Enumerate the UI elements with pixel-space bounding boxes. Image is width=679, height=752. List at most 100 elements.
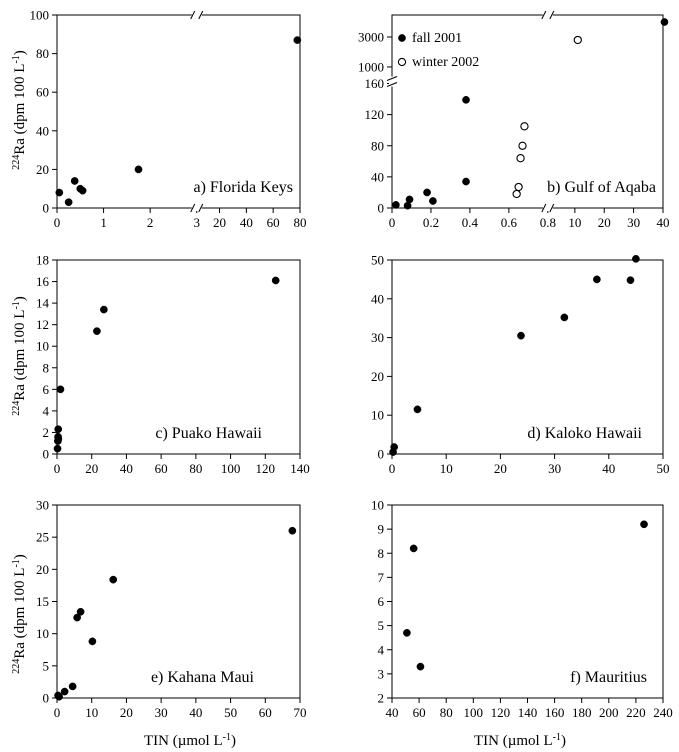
x-tick-label: 60 [259, 705, 272, 720]
x-tick-label: 60 [413, 705, 426, 720]
data-point [409, 544, 418, 553]
plot-frame [56, 259, 301, 455]
x-axis-break-mark [541, 203, 547, 213]
y-tick-label: 100 [30, 8, 50, 23]
data-point [560, 313, 569, 322]
y-tick-label: 0 [378, 201, 385, 216]
x-axis-break-mark [549, 203, 555, 213]
x-axis-break-gap [191, 12, 202, 18]
x-axis-break-mark [190, 203, 196, 213]
x-tick-label: 50 [224, 705, 237, 720]
x-tick-label: 140 [290, 461, 310, 476]
data-point [403, 629, 411, 637]
x-tick-label: 0.4 [462, 215, 479, 230]
data-point [64, 198, 73, 207]
x-tick-label: 3 [193, 215, 200, 230]
x-axis-break-mark [541, 10, 547, 20]
x-tick-label: 0 [389, 461, 396, 476]
x-axis-break-mark [549, 10, 555, 20]
x-tick-label: 40 [602, 461, 615, 476]
data-point [68, 682, 77, 691]
y-tick-label: 20 [36, 562, 49, 577]
y-tick-label: 6 [378, 594, 385, 609]
y-tick-label: 160 [365, 76, 385, 91]
y-axis-break-mark [386, 76, 398, 81]
x-axis-break-mark [198, 10, 204, 20]
data-point [392, 201, 400, 209]
y-tick-label: 2 [43, 425, 50, 440]
legend-label: fall 2001 [412, 31, 462, 46]
y-tick-label: 30 [36, 498, 49, 513]
x-axis-label-right: TIN (µmol L-1) [474, 732, 566, 749]
x-tick-label: 40 [657, 215, 670, 230]
y-tick-label: 20 [371, 369, 384, 384]
data-point-open [516, 154, 525, 163]
x-tick-label: 40 [386, 705, 399, 720]
y-tick-label: 80 [36, 46, 49, 61]
panel-c-puako-hawaii: 0 20 40 60 80 100 120 140 0 2 4 6 8 10 12 14 16 18 c) Puak… [36, 253, 310, 477]
y-tick-label: 25 [36, 530, 49, 545]
data-point [53, 444, 62, 453]
data-point [462, 96, 470, 104]
y-tick-label: 4 [43, 403, 50, 418]
y-tick-label: 6 [43, 382, 50, 397]
x-tick-label: 80 [440, 705, 453, 720]
y-tick-label: 16 [36, 274, 50, 289]
panel-title: c) Puako Hawaii [155, 425, 262, 442]
data-point [88, 637, 97, 646]
y-axis-label-row2: 224Ra (dpm 100 L-1) [11, 296, 28, 416]
x-tick-label: 40 [240, 215, 253, 230]
data-point [54, 435, 63, 443]
x-tick-label: 240 [653, 705, 673, 720]
data-point [93, 327, 101, 335]
panel-e-kahana-maui: 0 10 20 30 40 50 60 70 0 5 10 15 20 25 30 e) Kahana Mau… [36, 498, 307, 721]
legend-label: winter 2002 [412, 55, 479, 70]
data-point [54, 425, 63, 434]
panel-title: f) Mauritius [570, 669, 647, 686]
y-tick-label: 120 [365, 107, 385, 122]
data-point [70, 177, 79, 185]
x-tick-label: 80 [294, 215, 307, 230]
panel-title: a) Florida Keys [193, 179, 293, 196]
data-point [405, 195, 414, 204]
x-tick-label: 160 [545, 705, 565, 720]
y-axis-break-mark [386, 82, 398, 87]
y-tick-label: 8 [43, 360, 50, 375]
x-tick-label: 0.6 [501, 215, 518, 230]
x-tick-label: 20 [213, 215, 226, 230]
x-tick-label: 60 [155, 461, 168, 476]
panel-a-florida-keys: 0 1 2 3 20 40 60 80 0 20 40 60 80 100 a) Florida Keys [30, 8, 307, 231]
y-tick-label: 14 [36, 296, 50, 311]
x-axis-break-gap [191, 205, 202, 211]
x-axis-break-gap [542, 12, 553, 18]
data-point [55, 692, 63, 701]
x-tick-label: 0.8 [540, 215, 556, 230]
x-axis-break-gap [542, 205, 553, 211]
y-tick-label: 60 [36, 85, 49, 100]
x-axis-break-mark [198, 203, 204, 213]
x-tick-label: 20 [120, 705, 133, 720]
data-point-open [520, 122, 529, 131]
data-point [60, 687, 69, 696]
data-point [632, 254, 640, 263]
y-axis-label-row1: 224Ra (dpm 100 L-1) [11, 50, 28, 170]
x-tick-label: 70 [294, 705, 307, 720]
y-tick-label: 40 [36, 123, 49, 138]
x-tick-label: 20 [598, 215, 611, 230]
y-tick-label: 30 [371, 330, 384, 345]
x-tick-label: 0 [54, 705, 61, 720]
x-tick-label: 0 [54, 461, 61, 476]
x-tick-label: 2 [147, 215, 154, 230]
y-tick-label: 10 [36, 626, 49, 641]
x-axis-label-left: TIN (µmol L-1) [144, 732, 236, 749]
panel-title: e) Kahana Maui [151, 669, 255, 686]
y-tick-label: 40 [371, 169, 384, 184]
x-tick-label: 180 [572, 705, 592, 720]
y-tick-label: 12 [36, 317, 49, 332]
data-point [293, 36, 302, 44]
data-point [593, 275, 601, 284]
y-tick-label: 1000 [358, 59, 384, 74]
x-tick-label: 30 [155, 705, 168, 720]
y-tick-label: 3 [378, 666, 385, 681]
panel-f-mauritius: 40 60 80 100 120 140 160 180 200 220 240 2 3 4 5 6 7 8 9 10… [371, 498, 673, 721]
